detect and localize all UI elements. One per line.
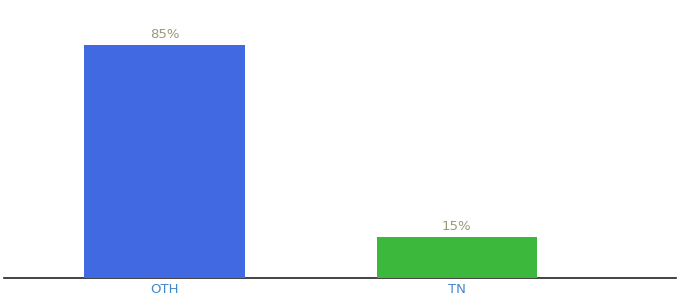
Text: 85%: 85% bbox=[150, 28, 180, 41]
Text: 15%: 15% bbox=[442, 220, 472, 233]
Bar bbox=[84, 45, 245, 278]
Bar bbox=[377, 237, 537, 278]
